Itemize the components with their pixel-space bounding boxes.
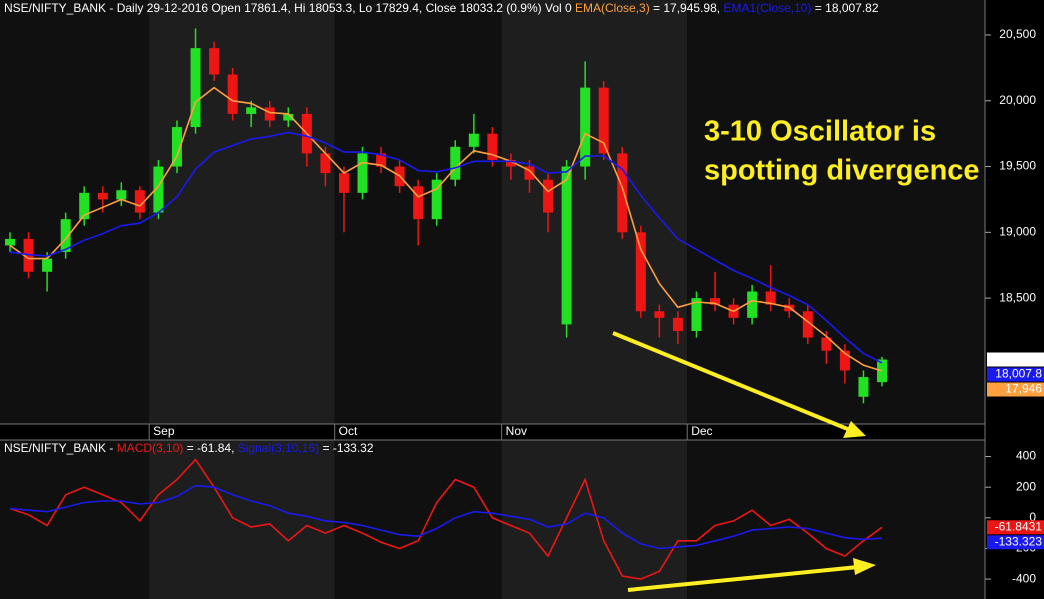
candle-body <box>246 107 257 114</box>
candle-body <box>431 179 442 220</box>
candle-body <box>617 153 628 233</box>
candle-body <box>190 48 201 128</box>
month-band <box>149 0 335 424</box>
y-tick-label: 20,000 <box>999 93 1036 107</box>
last-value-label: 18,007.8 <box>995 367 1042 381</box>
candle-body <box>654 311 665 318</box>
candle-body <box>561 166 572 325</box>
candle-body <box>97 192 108 200</box>
last-value-box <box>987 382 1044 397</box>
indicator-line <box>9 458 883 580</box>
y-tick-label: -400 <box>1012 571 1036 585</box>
candle-body <box>580 87 591 167</box>
x-tick-label: Nov <box>506 424 527 438</box>
candle-body <box>505 159 516 167</box>
candle-body <box>450 146 461 180</box>
y-tick-label: 19,500 <box>999 159 1036 173</box>
month-band <box>0 440 150 599</box>
last-value-label: -61.8431 <box>995 519 1043 533</box>
candle-body <box>134 190 145 213</box>
y-tick-label: 0 <box>1029 510 1036 524</box>
candle-body <box>153 166 164 213</box>
candle-body <box>116 190 127 200</box>
last-value-box <box>987 535 1044 550</box>
month-band <box>687 440 985 599</box>
candle-body <box>839 350 850 371</box>
x-tick-label: Dec <box>691 424 712 438</box>
candle-body <box>821 337 832 351</box>
x-tick-label: Oct <box>339 424 358 438</box>
candle-body <box>264 107 275 121</box>
y-tick-label: 20,500 <box>999 27 1036 41</box>
candle-body <box>710 298 721 305</box>
candle-body <box>5 238 15 246</box>
candle-body <box>320 153 331 174</box>
month-band <box>149 440 335 599</box>
annotation: 3-10 Oscillator is <box>704 116 936 148</box>
y-tick-label: 400 <box>1016 449 1036 463</box>
candle-body <box>171 127 182 167</box>
last-value-box <box>987 367 1044 382</box>
annotation: spotting divergence <box>704 155 980 187</box>
candle-body <box>691 298 702 331</box>
candle-body <box>227 74 238 114</box>
ema-line <box>9 86 883 372</box>
candle-body <box>79 192 90 220</box>
candle-body <box>468 133 479 147</box>
last-value-label: -133.323 <box>995 534 1043 548</box>
candle-body <box>42 258 53 272</box>
last-value-label: 17,946 <box>1005 382 1042 396</box>
candle-body <box>209 48 220 75</box>
month-band <box>0 0 150 424</box>
candle-body <box>376 153 387 167</box>
candle-body <box>283 113 294 121</box>
candle-body <box>338 173 349 193</box>
candle-body <box>858 377 869 397</box>
candle-body <box>357 153 368 193</box>
candle-body <box>60 219 71 253</box>
candle-body <box>543 179 554 213</box>
indicator-line <box>9 484 883 550</box>
y-tick-label: 18,500 <box>999 290 1036 304</box>
last-value-box <box>987 352 1044 367</box>
candle-body <box>747 291 758 318</box>
candle-body <box>802 311 813 338</box>
chart-header: NSE/NIFTY_BANK - Daily 29-12-2016 Open 1… <box>4 1 879 15</box>
candle-body <box>672 317 683 331</box>
candle-body <box>765 291 776 305</box>
chart-header: NSE/NIFTY_BANK - MACD(3,10) = -61.84, Si… <box>4 441 374 455</box>
last-value-box <box>987 520 1044 535</box>
y-tick-label: 200 <box>1016 479 1036 493</box>
candle-body <box>413 186 424 220</box>
ema-line <box>9 131 883 364</box>
y-tick-label: 19,000 <box>999 224 1036 238</box>
candle-body <box>524 166 535 180</box>
x-tick-label: Sep <box>153 424 175 438</box>
candle-body <box>487 133 498 160</box>
candle-body <box>598 87 609 154</box>
divergence-arrow <box>627 558 876 592</box>
divergence-arrow <box>612 331 866 438</box>
last-value-label: 18,033.2 <box>995 352 1042 366</box>
month-band <box>687 0 985 424</box>
month-band <box>501 0 688 424</box>
candle-body <box>635 232 646 312</box>
month-band <box>334 440 502 599</box>
